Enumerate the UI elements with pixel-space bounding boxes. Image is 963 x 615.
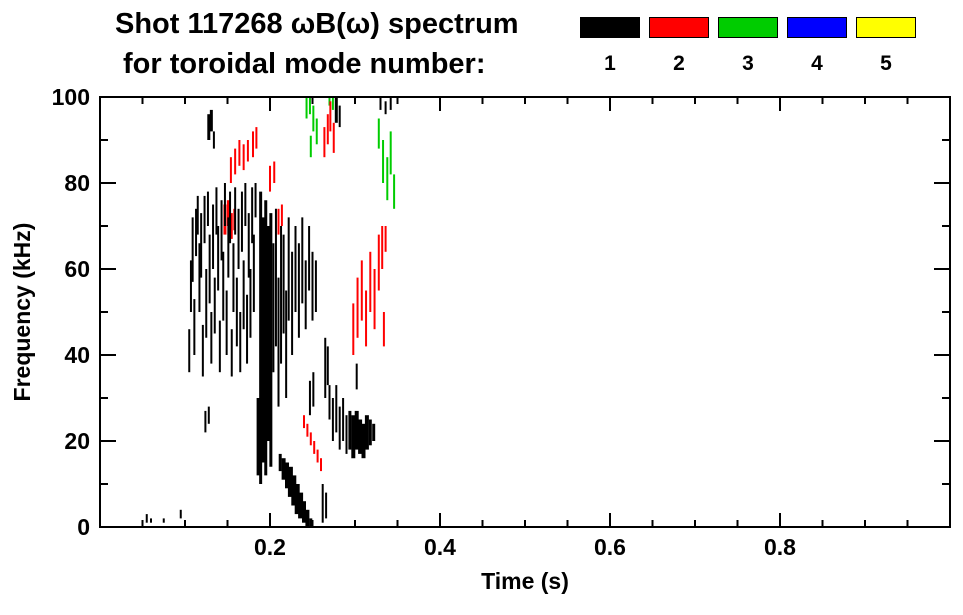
x-tick-label: 0.8 bbox=[764, 534, 796, 560]
legend-swatch-1 bbox=[580, 17, 640, 38]
y-axis-label: Frequency (kHz) bbox=[9, 223, 35, 402]
y-tick-label: 60 bbox=[64, 256, 90, 282]
legend-numbers: 1 2 3 4 5 bbox=[580, 52, 916, 76]
y-tick-label: 20 bbox=[64, 428, 90, 454]
y-tick-label: 0 bbox=[77, 514, 90, 540]
y-tick-label: 80 bbox=[64, 170, 90, 196]
legend-number-2: 2 bbox=[673, 52, 685, 75]
chart-title: Shot 117268 ωB(ω) spectrum bbox=[115, 8, 519, 40]
x-tick-label: 0.2 bbox=[254, 534, 286, 560]
legend-number-1: 1 bbox=[604, 52, 616, 75]
chart-subtitle: for toroidal mode number: bbox=[123, 48, 486, 80]
legend-number-5: 5 bbox=[880, 52, 892, 75]
legend-number-4: 4 bbox=[811, 52, 823, 75]
legend-swatch-2 bbox=[649, 17, 709, 38]
x-axis-label: Time (s) bbox=[481, 568, 569, 594]
legend-number-3: 3 bbox=[742, 52, 754, 75]
y-tick-label: 40 bbox=[64, 342, 90, 368]
legend-swatches bbox=[580, 17, 916, 38]
x-tick-label: 0.4 bbox=[424, 534, 456, 560]
legend-swatch-5 bbox=[856, 17, 916, 38]
legend-swatch-3 bbox=[718, 17, 778, 38]
x-tick-label: 0.6 bbox=[594, 534, 626, 560]
y-tick-label: 100 bbox=[52, 84, 90, 110]
legend-swatch-4 bbox=[787, 17, 847, 38]
